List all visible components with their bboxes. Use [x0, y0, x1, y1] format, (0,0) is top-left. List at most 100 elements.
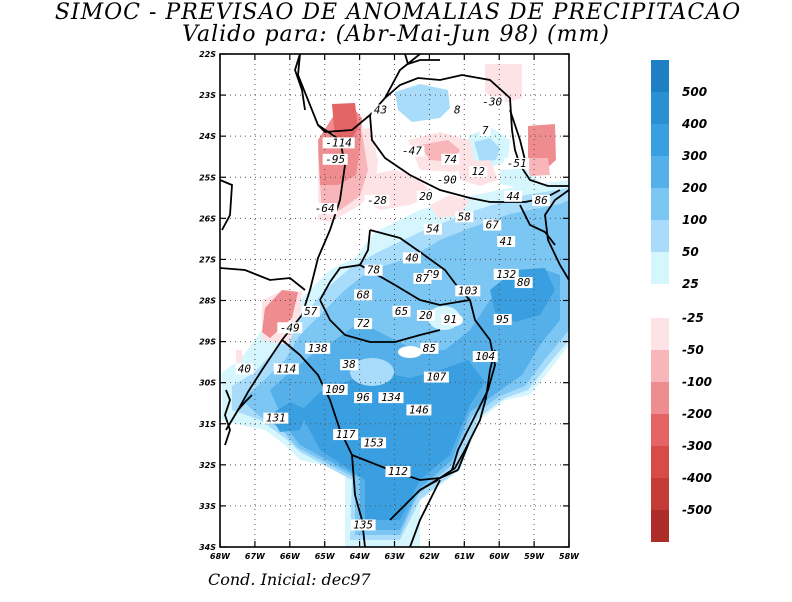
contour-label-text: 74 — [444, 153, 457, 166]
contour-label-bg — [392, 305, 411, 317]
contour-label-bg — [479, 125, 491, 137]
contour-label-bg — [350, 519, 376, 531]
contour-label-text: 20 — [419, 309, 433, 322]
contour-label: 80 — [514, 276, 533, 289]
map-subtitle: Valido para: (Abr-Mai-Jun 98) (mm) — [182, 22, 610, 47]
contour-label-text: 96 — [356, 391, 370, 404]
contour-label-text: -64 — [315, 202, 335, 215]
contour-label-bg — [420, 342, 439, 354]
colorbar-swatch-negative — [651, 318, 669, 350]
lat-tick-label: 22S — [199, 50, 216, 59]
colorbar-swatch-positive — [651, 252, 669, 284]
contour-label-text: 135 — [353, 518, 373, 531]
contour-label-bg — [493, 314, 512, 326]
contour-label: 74 — [441, 153, 460, 166]
contour-label-text: 109 — [325, 383, 345, 396]
contour-label-bg — [451, 104, 463, 116]
lat-tick-label: 23S — [199, 91, 216, 100]
contour-label: 78 — [364, 264, 383, 277]
colorbar-swatch-negative — [651, 382, 669, 414]
contour-label: 112 — [385, 465, 411, 478]
contour-label-bg — [441, 314, 460, 326]
contour-label-bg — [364, 264, 383, 276]
colorbar-label: -50 — [682, 343, 704, 357]
contour-label-bg — [277, 322, 303, 334]
contour-label-bg — [472, 351, 498, 363]
contour-label-text: -28 — [367, 194, 387, 207]
contour-label-bg — [301, 305, 320, 317]
contour-label-bg — [263, 412, 289, 424]
colorbar-swatch-negative — [651, 510, 669, 542]
contour-label-bg — [406, 404, 432, 416]
contour-label: 20 — [416, 309, 435, 322]
contour-label: -30 — [479, 95, 505, 108]
lon-tick-label: 64W — [350, 552, 371, 561]
contour-label-text: 38 — [342, 358, 357, 371]
contour-labels: 43 8 -30 7 -114 -95 -47 74 -51 12 -90 20 44 -28 86 -64 5… — [235, 95, 551, 531]
contour-label: -49 — [277, 321, 303, 334]
colorbar-label: 300 — [682, 149, 707, 163]
colorbar-label: 100 — [682, 213, 707, 227]
contour-label: 20 — [416, 190, 435, 203]
lat-tick-label: 33S — [199, 502, 216, 511]
colorbar-label: -400 — [682, 471, 712, 485]
contour-label-bg — [354, 289, 373, 301]
contour-label-bg — [504, 157, 530, 169]
lon-tick-label: 58W — [559, 552, 580, 561]
contour-label-text: 103 — [458, 284, 478, 297]
contour-label-text: 41 — [500, 235, 513, 248]
lat-tick-label: 34S — [199, 543, 216, 552]
contour-label-text: 58 — [458, 210, 472, 223]
contour-label-text: 104 — [475, 350, 495, 363]
contour-label: 91 — [441, 313, 460, 326]
colorbar-label: 500 — [682, 85, 707, 99]
contour-label-bg — [322, 153, 348, 165]
map-title: SIMOC - PREVISAO DE ANOMALIAS DE PRECIPI… — [54, 0, 742, 25]
contour-label: 132 — [493, 268, 519, 281]
contour-label-text: -90 — [437, 173, 457, 186]
contour-label-text: 86 — [534, 194, 548, 207]
contour-label: 7 — [479, 124, 491, 137]
contour-label: 87 — [413, 272, 432, 285]
contour-label-text: 85 — [423, 342, 436, 355]
lon-tick-label: 68W — [210, 552, 231, 561]
contour-label: 40 — [235, 362, 254, 375]
lon-tick-label: 63W — [385, 552, 406, 561]
contour-label-text: 87 — [416, 272, 430, 285]
contour-label-bg — [322, 383, 348, 395]
contour-label: 41 — [497, 235, 516, 248]
colorbar-legend: 500 400 300 200 100 50 25 -25 -50 -100 -200 -300 -40… — [651, 60, 712, 542]
contour-label: -28 — [364, 194, 390, 207]
colorbar-swatch-positive — [651, 188, 669, 220]
contour-label-text: 112 — [388, 465, 408, 478]
contour-label: 138 — [305, 342, 331, 355]
contour-label-bg — [305, 342, 331, 354]
contour-label: 96 — [354, 391, 373, 404]
contour-label: 107 — [423, 371, 449, 384]
colorbar-label: -200 — [682, 407, 712, 421]
contour-label-text: 44 — [507, 190, 520, 203]
lat-tick-label: 24S — [199, 132, 216, 141]
axis-ticks: 22S23S24S25S26S27S28S29S30S31S32S33S34S6… — [199, 50, 580, 561]
colorbar-label: -500 — [682, 503, 712, 517]
contour-label-text: 72 — [356, 317, 370, 330]
contour-label-text: 7 — [482, 124, 489, 137]
contour-label-text: -114 — [325, 136, 352, 149]
contour-label-text: 8 — [454, 104, 461, 117]
contour-label-bg — [273, 363, 299, 375]
colorbar-swatch-positive — [651, 220, 669, 252]
contour-label: 44 — [504, 190, 523, 203]
colorbar-swatch-negative — [651, 478, 669, 510]
contour-label-text: 12 — [472, 165, 486, 178]
contour-label-text: -30 — [482, 95, 502, 108]
colorbar-label: 25 — [682, 277, 699, 291]
contour-label-text: 107 — [426, 371, 446, 384]
contour-label-text: 20 — [419, 190, 433, 203]
contour-label: 57 — [301, 305, 320, 318]
contour-label: 134 — [378, 391, 404, 404]
contour-label: 43 — [371, 104, 390, 117]
contour-label: 12 — [469, 165, 488, 178]
contour-label-bg — [514, 277, 533, 289]
contour-label-text: 95 — [496, 313, 509, 326]
lat-tick-label: 32S — [199, 461, 216, 470]
